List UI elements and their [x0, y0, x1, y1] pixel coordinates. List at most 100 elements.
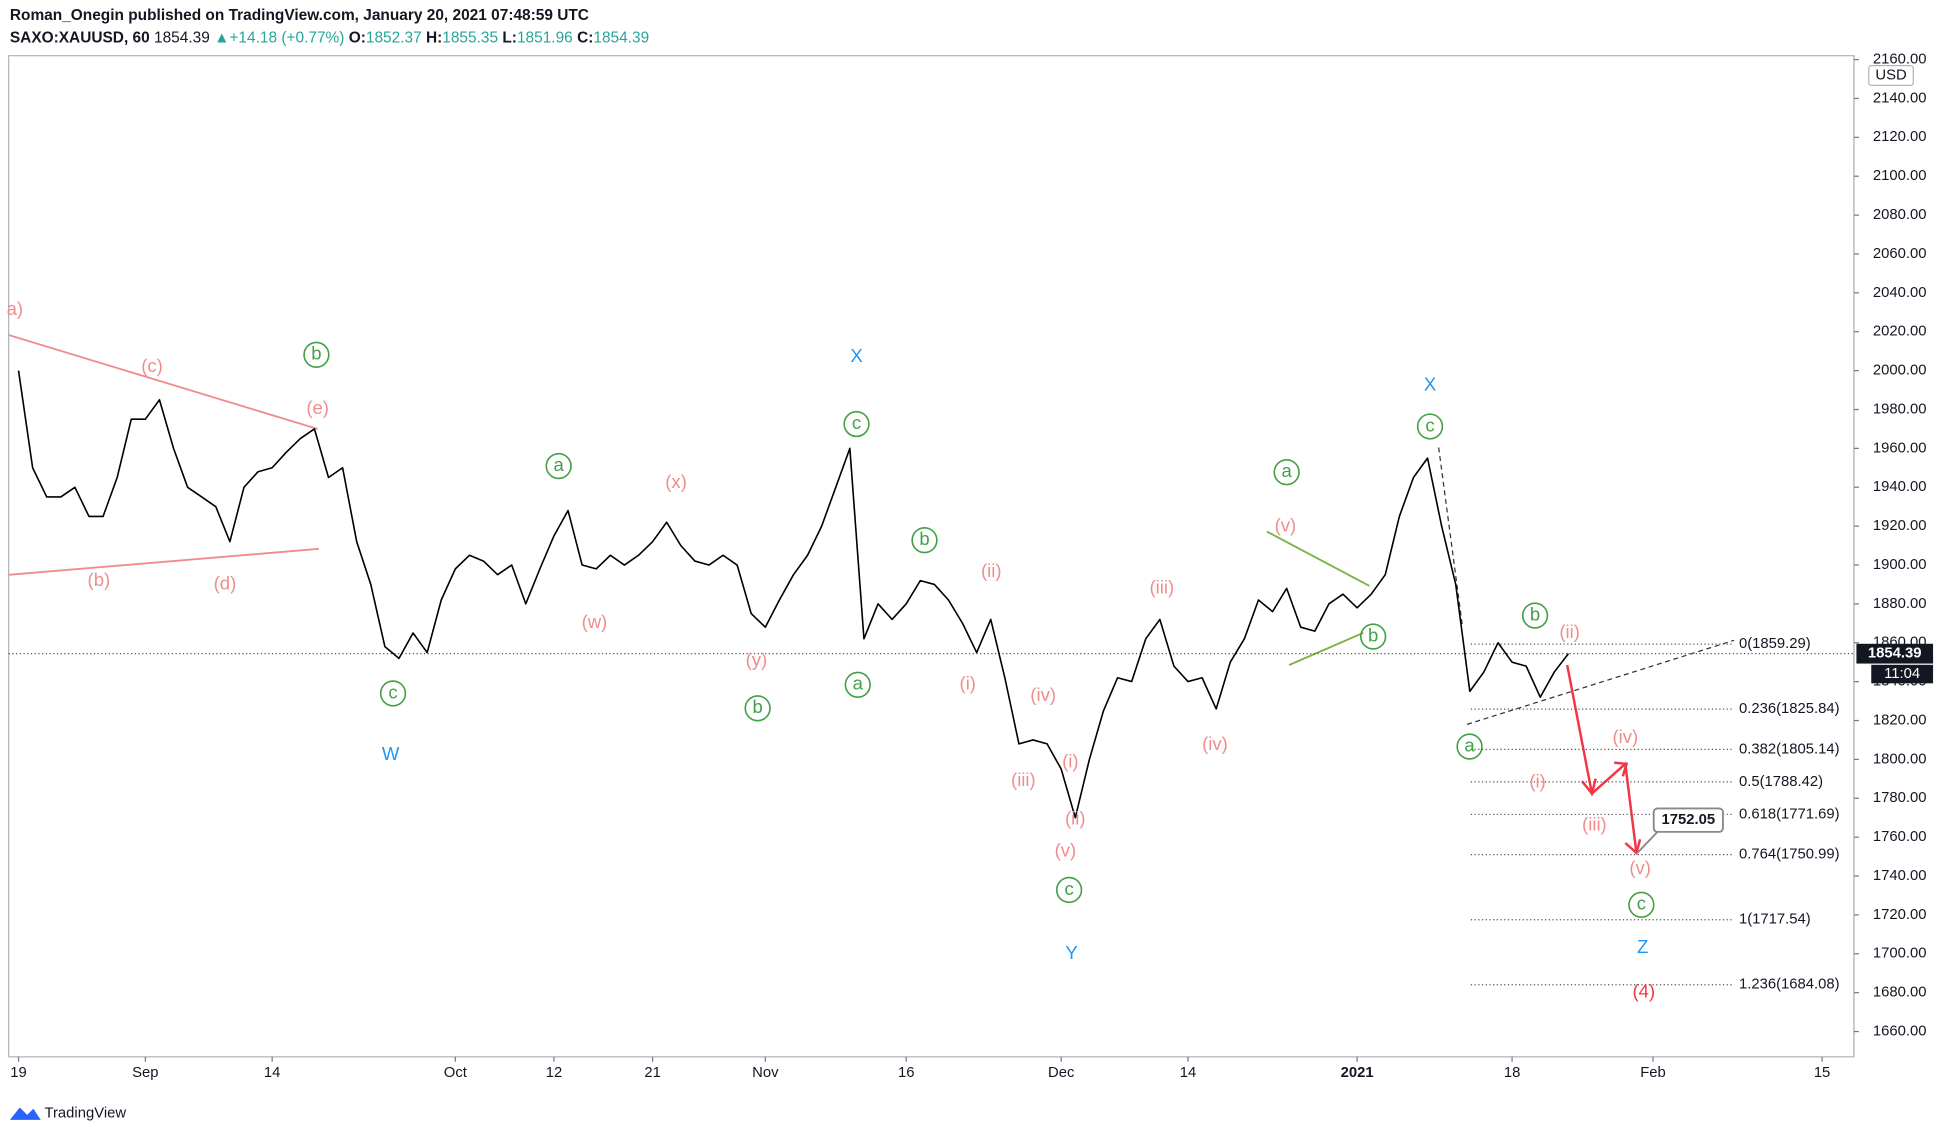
y-tick-label: 1700.00: [1873, 946, 1927, 962]
y-tick-label: 1720.00: [1873, 907, 1927, 923]
wave-circle: [545, 452, 572, 480]
y-tick-label: 2160.00: [1873, 52, 1927, 68]
y-tick-label: 1800.00: [1873, 751, 1927, 767]
x-tick-label: Dec: [1048, 1065, 1075, 1081]
wave-label: X: [850, 345, 862, 366]
logo: [9, 1107, 41, 1120]
fib-label: 0.764(1750.99): [1739, 847, 1840, 863]
trend-line: [8, 547, 319, 576]
wave-label: (iii): [1011, 769, 1036, 790]
x-tick-label: 14: [264, 1065, 280, 1081]
wave-label: b: [919, 528, 929, 549]
x-tick-label: 19: [10, 1065, 27, 1081]
wave-label: (v): [1629, 857, 1651, 878]
callout-box: [1652, 807, 1724, 833]
wave-label: (iv): [1612, 726, 1638, 747]
callout-label: 1752.05: [1662, 812, 1716, 828]
wave-label: c: [1637, 893, 1646, 914]
y-tick-label: 2100.00: [1873, 168, 1927, 184]
ohlc-value: 1851.96: [517, 29, 573, 46]
wave-label: (i): [1062, 751, 1078, 772]
wave-label: (4): [1633, 980, 1656, 1001]
ohlc-label: L:: [502, 29, 517, 46]
wave-label: X: [1424, 374, 1436, 395]
brand: TradingView: [9, 1106, 126, 1122]
x-tick-label: 18: [1504, 1065, 1521, 1081]
wave-label: b: [1530, 603, 1540, 624]
y-tick-label: 1740.00: [1873, 868, 1927, 884]
wave-label: Y: [1065, 942, 1077, 963]
countdown-label: 11:04: [1884, 666, 1920, 682]
price-badge: [1856, 643, 1934, 664]
arrow-head: [1614, 761, 1629, 777]
callout-pointer: [1636, 830, 1660, 854]
x-tick-label: Feb: [1640, 1065, 1666, 1081]
wave-circle: [303, 341, 330, 368]
y-tick-label: 1960.00: [1873, 440, 1927, 456]
y-tick-label: 1980.00: [1873, 401, 1927, 417]
y-tick-label: 2040.00: [1873, 285, 1927, 301]
trend-line: [1288, 632, 1364, 666]
wave-circle: [1456, 733, 1483, 760]
wave-label: Z: [1637, 936, 1648, 957]
wave-circle: [744, 695, 771, 722]
wave-label: (y): [746, 649, 768, 670]
currency-label: USD: [1875, 67, 1906, 83]
y-tick-label: 2020.00: [1873, 324, 1927, 340]
wave-label: (v): [1275, 514, 1297, 535]
y-tick-label: 1780.00: [1873, 790, 1927, 806]
y-tick-label: 2080.00: [1873, 207, 1927, 223]
brand-name: TradingView: [44, 1106, 126, 1122]
arrow-head: [1624, 838, 1642, 856]
wave-label: (ii): [981, 560, 1002, 581]
trend-line: [1438, 447, 1463, 625]
wave-label: (e): [306, 397, 329, 418]
wave-label: a: [853, 673, 864, 694]
countdown-badge: [1871, 664, 1934, 684]
wave-label: c: [1425, 414, 1434, 435]
trend-line: [1466, 639, 1735, 725]
x-tick-label: 2021: [1341, 1065, 1374, 1081]
x-tick-label: 21: [644, 1065, 661, 1081]
projection: [1565, 664, 1638, 854]
symbol: SAXO:XAUUSD, 60: [10, 29, 150, 46]
x-tick-label: Sep: [132, 1065, 158, 1081]
wave-circle: [843, 410, 870, 438]
symbol-line: SAXO:XAUUSD, 60 1854.39 ▲+14.18 (+0.77%)…: [10, 29, 649, 46]
wave-label: (ii): [1065, 807, 1086, 828]
y-tick-label: 1900.00: [1873, 557, 1927, 573]
fib-label: 0.618(1771.69): [1739, 806, 1840, 822]
y-tick-label: 1920.00: [1873, 518, 1927, 534]
y-tick-label: 1660.00: [1873, 1023, 1927, 1039]
wave-circle: [1359, 623, 1387, 650]
wave-label: (ii): [1559, 621, 1580, 642]
x-tick-label: Oct: [444, 1065, 468, 1081]
wave-label: W: [382, 743, 400, 764]
wave-label: (b): [88, 569, 111, 590]
wave-label: c: [388, 681, 397, 702]
fib-label: 0.236(1825.84): [1739, 701, 1840, 717]
wave-label: b: [752, 696, 762, 717]
fib-label: 0.5(1788.42): [1739, 774, 1823, 790]
y-tick-label: 2120.00: [1873, 129, 1927, 145]
change: +14.18 (+0.77%): [229, 29, 344, 46]
y-tick-label: 1820.00: [1873, 712, 1927, 728]
wave-label: (iii): [1582, 814, 1607, 835]
wave-label: c: [1064, 878, 1073, 899]
wave-label: (x): [665, 471, 687, 492]
wave-circle: [1416, 413, 1444, 440]
ohlc-value: 1852.37: [366, 29, 422, 46]
wave-label: (i): [1529, 770, 1545, 791]
wave-label: (w): [582, 611, 608, 632]
trend-line: [1266, 530, 1370, 587]
wave-circle: [1521, 602, 1549, 629]
wave-label: b: [311, 343, 321, 364]
wave-label: c: [852, 412, 861, 433]
y-tick-label: 2140.00: [1873, 90, 1927, 106]
wave-label: (c): [141, 355, 163, 376]
wave-label: a: [1281, 460, 1292, 481]
currency-box: [1868, 64, 1914, 86]
y-tick-label: 1760.00: [1873, 829, 1927, 845]
